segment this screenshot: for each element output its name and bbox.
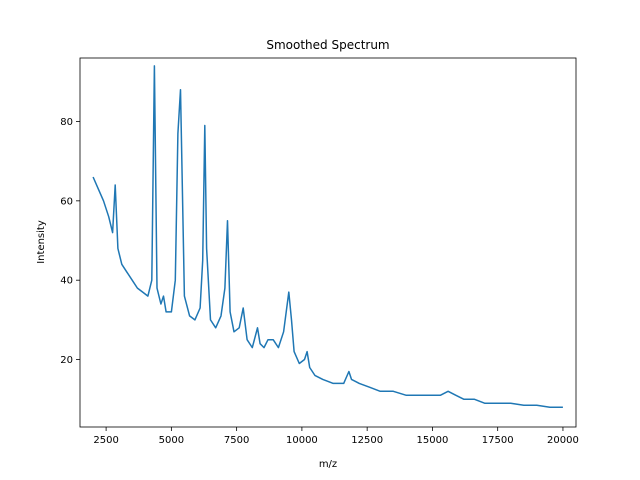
y-tick-label: 60 <box>60 196 73 207</box>
plot-area <box>80 58 576 427</box>
y-axis-ticks: 20 40 60 80 <box>60 117 80 366</box>
y-tick-label: 20 <box>60 355 73 366</box>
series-line-0 <box>92 65 563 408</box>
y-axis-label: Intensity <box>36 220 47 264</box>
x-axis-label: m/z <box>319 459 337 470</box>
y-tick-label: 80 <box>60 117 73 128</box>
y-tick-label: 40 <box>60 276 73 287</box>
plot-frame <box>79 57 577 428</box>
x-tick-label: 15000 <box>417 435 449 446</box>
x-tick-label: 10000 <box>286 435 318 446</box>
x-tick-label: 2500 <box>93 435 118 446</box>
chart-title: Smoothed Spectrum <box>266 38 389 52</box>
x-tick-label: 20000 <box>547 435 579 446</box>
x-tick-label: 5000 <box>159 435 184 446</box>
x-tick-label: 17500 <box>482 435 514 446</box>
x-tick-label: 12500 <box>351 435 383 446</box>
series-layer <box>92 65 563 408</box>
x-axis-ticks: 2500 5000 7500 10000 12500 15000 17500 20000 <box>93 427 579 446</box>
x-tick-label: 7500 <box>224 435 249 446</box>
